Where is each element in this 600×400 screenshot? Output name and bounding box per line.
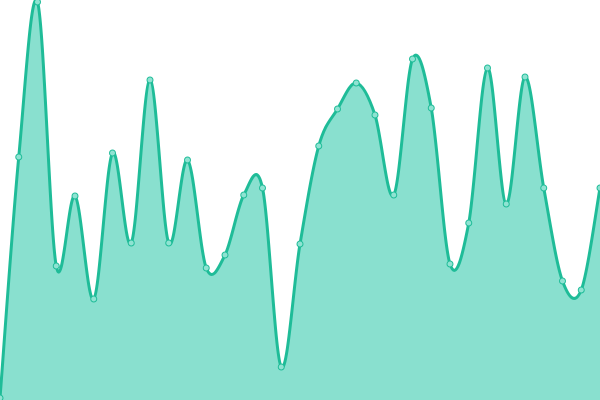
data-point-23 xyxy=(427,104,435,112)
data-point-5 xyxy=(90,295,98,303)
data-point-30 xyxy=(559,277,566,285)
data-point-22 xyxy=(409,55,416,63)
data-point-31 xyxy=(577,286,585,294)
data-point-4 xyxy=(71,192,79,200)
data-point-25 xyxy=(465,219,473,227)
data-point-26 xyxy=(484,64,491,72)
data-point-21 xyxy=(390,191,398,199)
data-point-8 xyxy=(146,76,154,84)
data-point-24 xyxy=(446,260,454,268)
data-point-12 xyxy=(221,251,229,259)
data-point-20 xyxy=(371,111,379,119)
data-point-0 xyxy=(0,394,4,400)
data-point-16 xyxy=(296,240,304,248)
data-point-2 xyxy=(34,0,41,6)
data-point-15 xyxy=(277,363,285,371)
data-point-6 xyxy=(109,149,116,157)
data-point-14 xyxy=(259,184,266,192)
data-point-10 xyxy=(184,156,191,164)
data-point-7 xyxy=(127,239,135,247)
data-point-13 xyxy=(240,191,248,199)
data-point-1 xyxy=(15,153,23,161)
data-point-29 xyxy=(540,184,548,192)
data-point-32 xyxy=(596,184,600,192)
data-point-18 xyxy=(334,105,341,113)
data-point-17 xyxy=(315,142,323,150)
data-point-3 xyxy=(52,262,60,270)
data-point-28 xyxy=(521,73,529,81)
data-point-19 xyxy=(352,79,360,87)
data-point-27 xyxy=(502,200,510,208)
data-point-11 xyxy=(202,264,210,272)
data-point-9 xyxy=(165,239,173,247)
